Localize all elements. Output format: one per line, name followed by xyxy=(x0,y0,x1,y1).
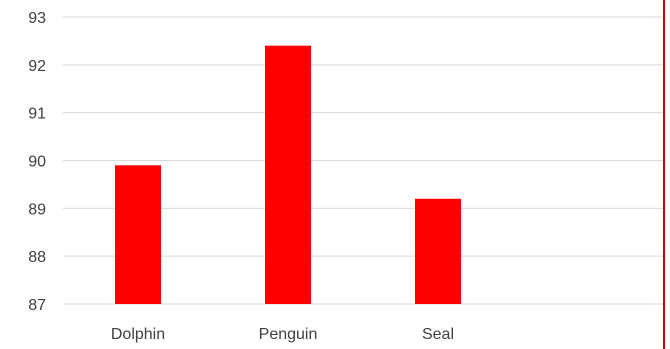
y-tick-label: 88 xyxy=(28,249,46,266)
bar-dolphin xyxy=(115,165,161,304)
y-tick-label: 90 xyxy=(28,154,46,171)
y-axis-ticks: 87 88 89 90 91 92 93 xyxy=(28,10,46,314)
x-tick-label-penguin: Penguin xyxy=(259,326,318,343)
bar-penguin xyxy=(265,45,311,304)
y-tick-label: 91 xyxy=(28,106,46,123)
x-tick-label-seal: Seal xyxy=(422,326,454,343)
y-tick-label: 87 xyxy=(28,297,46,314)
bar-seal xyxy=(415,198,461,304)
x-axis-ticks: Dolphin Penguin Seal xyxy=(111,326,454,343)
x-tick-label-dolphin: Dolphin xyxy=(111,326,165,343)
grid-layer xyxy=(63,16,663,305)
bar-series xyxy=(115,45,461,304)
y-tick-label: 93 xyxy=(28,10,46,27)
y-tick-label: 89 xyxy=(28,201,46,218)
y-tick-label: 92 xyxy=(28,58,46,75)
